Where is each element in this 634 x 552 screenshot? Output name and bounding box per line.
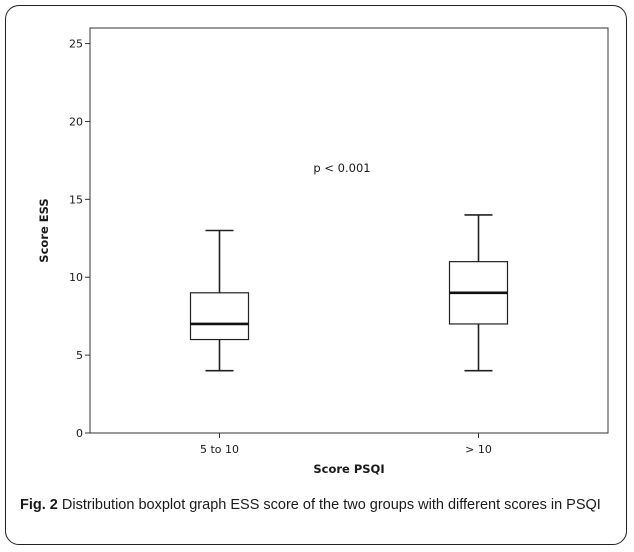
box-group: [448, 214, 509, 372]
y-tick-label: 5: [76, 349, 83, 362]
y-tick-label: 25: [69, 38, 83, 51]
y-tick-label: 10: [69, 271, 83, 284]
y-tick-label: 15: [69, 193, 83, 206]
y-tick-label: 0: [76, 427, 83, 440]
y-tick-label: 20: [69, 115, 83, 128]
y-axis-title: Score ESS: [37, 198, 51, 262]
figure-label: Fig. 2: [20, 497, 58, 513]
p-value-annotation: p < 0.001: [313, 161, 370, 175]
boxplot-chart: 0 5 10 15 20 25 5 to 10 > 10 p < 0.001 Score P…: [37, 27, 609, 476]
x-tick-label: 5 to 10: [200, 443, 239, 456]
x-axis-title: Score PSQI: [313, 462, 384, 476]
iqr-box: [189, 292, 250, 341]
x-tick-label: > 10: [465, 443, 492, 456]
plot-area: [89, 27, 609, 434]
caption-text: Distribution boxplot graph ESS score of …: [57, 497, 601, 513]
x-axis: 5 to 10 > 10: [200, 433, 492, 456]
box-group: [189, 229, 250, 372]
y-axis: 0 5 10 15 20 25: [69, 38, 90, 440]
boxes: [189, 214, 509, 372]
figure-caption: Fig. 2 Distribution boxplot graph ESS sc…: [20, 495, 616, 516]
